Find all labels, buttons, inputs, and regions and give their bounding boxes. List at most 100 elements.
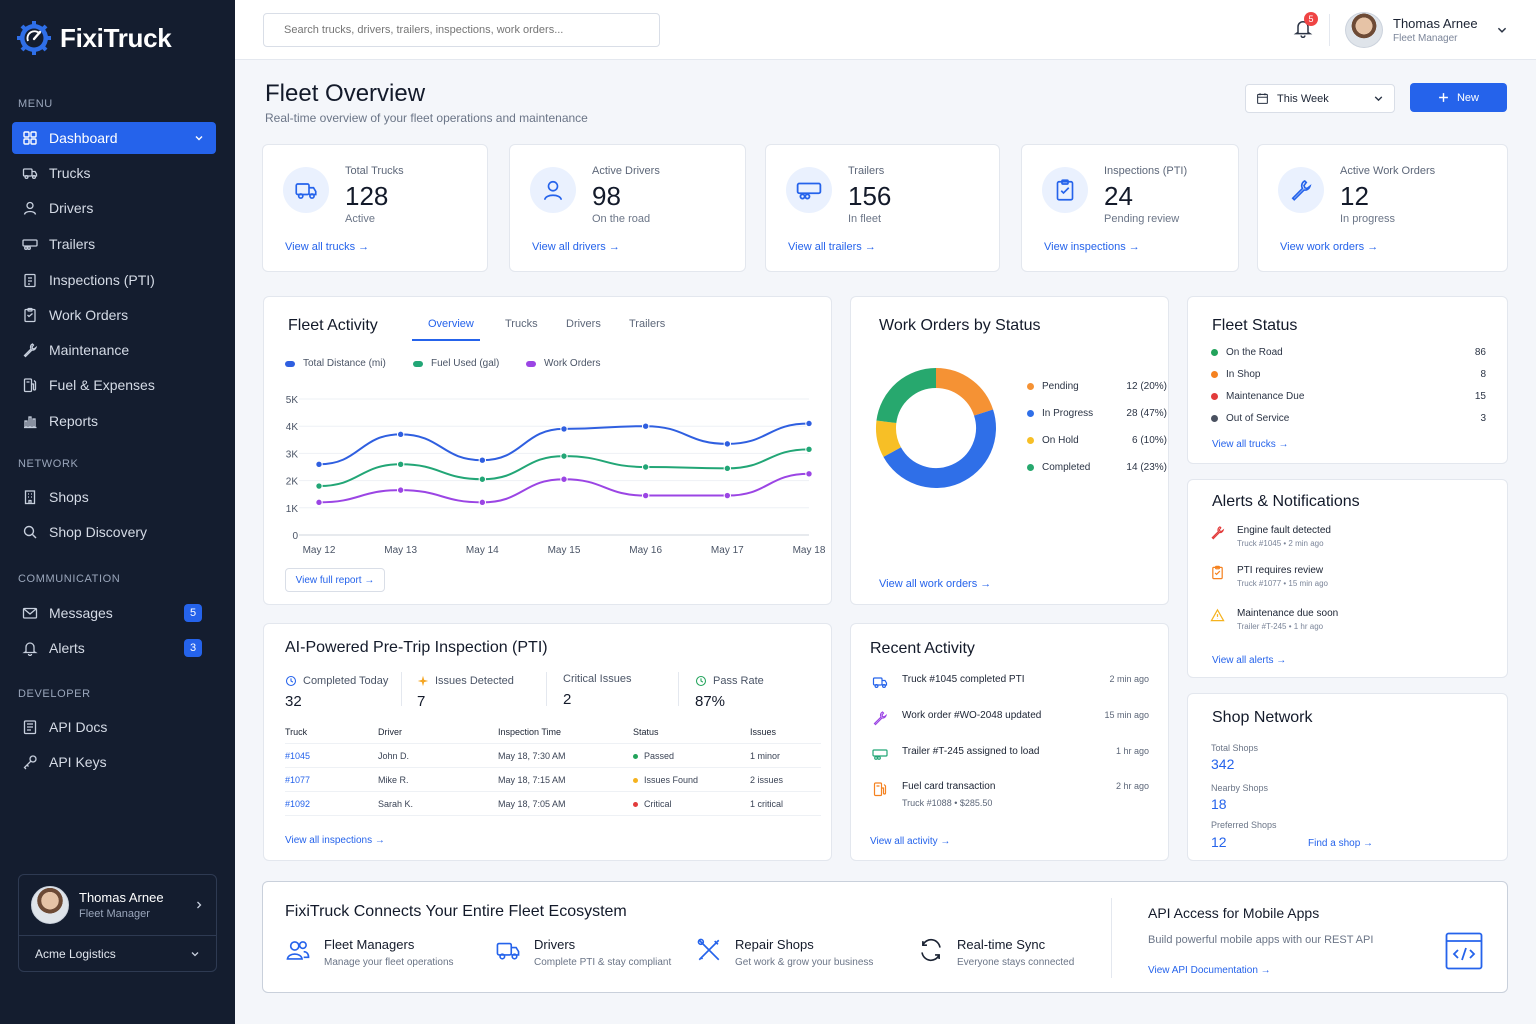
truck-link[interactable]: #1077 bbox=[285, 774, 311, 785]
data-point bbox=[478, 475, 487, 483]
sidebar-item-label: Alerts bbox=[49, 640, 85, 656]
link-label: View all work orders bbox=[879, 578, 978, 590]
truck-icon bbox=[22, 168, 38, 180]
link-label: View work orders bbox=[1280, 241, 1365, 253]
view-all-alerts-link[interactable]: View all alerts → bbox=[1212, 655, 1286, 666]
data-point bbox=[478, 456, 487, 464]
status-label: Issues Found bbox=[644, 774, 699, 785]
new-button[interactable]: New bbox=[1410, 83, 1507, 112]
activity-item[interactable]: Work order #WO-2048 updated 15 min ago bbox=[871, 710, 1149, 726]
view-work-orders-link[interactable]: View work orders → bbox=[1280, 241, 1378, 253]
link-label: View inspections bbox=[1044, 241, 1126, 253]
notifications-count-badge: 5 bbox=[1304, 12, 1318, 26]
truck-link[interactable]: #1045 bbox=[285, 750, 311, 761]
divider bbox=[546, 672, 547, 706]
ecosystem-title: FixiTruck Connects Your Entire Fleet Eco… bbox=[285, 903, 627, 920]
stat-card-trailers: Trailers 156 In fleet View all trailers … bbox=[765, 144, 1000, 272]
x-tick-label: May 14 bbox=[466, 545, 499, 556]
sidebar-item-maintenance[interactable]: Maintenance bbox=[12, 334, 216, 366]
legend-label: In Progress bbox=[1042, 408, 1094, 419]
sidebar-user-profile[interactable]: Thomas Arnee Fleet Manager bbox=[19, 875, 216, 936]
work-orders-status-card: Work Orders by Status Pending 12 (20%) In… bbox=[850, 296, 1169, 605]
data-point bbox=[723, 440, 732, 448]
total-shops-value: 342 bbox=[1211, 756, 1235, 772]
sidebar-item-drivers[interactable]: Drivers bbox=[12, 192, 216, 224]
stat-card-trucks: Total Trucks 128 Active View all trucks … bbox=[262, 144, 488, 272]
logo[interactable]: FixiTruck bbox=[16, 20, 172, 56]
legend-swatch bbox=[1027, 437, 1034, 444]
alert-item[interactable]: Maintenance due soon Trailer #T-245 • 1 h… bbox=[1210, 608, 1338, 631]
alert-item[interactable]: PTI requires review Truck #1077 • 15 min … bbox=[1210, 565, 1328, 588]
tab-drivers[interactable]: Drivers bbox=[566, 318, 601, 330]
pti-metric: Completed Today 32 bbox=[285, 675, 388, 710]
activity-item[interactable]: Fuel card transaction Truck #1088 • $285.… bbox=[871, 781, 1149, 808]
sidebar-item-dashboard[interactable]: Dashboard bbox=[12, 122, 216, 154]
view-all-trailers-link[interactable]: View all trailers → bbox=[788, 241, 876, 253]
find-a-shop-link[interactable]: Find a shop → bbox=[1308, 838, 1373, 849]
data-point bbox=[315, 460, 323, 468]
alert-title: Maintenance due soon bbox=[1237, 608, 1339, 619]
card-title: Work Orders by Status bbox=[879, 317, 1041, 334]
tab-trailers[interactable]: Trailers bbox=[629, 318, 666, 330]
sidebar-item-trucks[interactable]: Trucks bbox=[12, 157, 216, 189]
stat-sub: On the road bbox=[592, 213, 651, 225]
legend-label: Work Orders bbox=[544, 358, 601, 369]
status-value: 3 bbox=[1480, 413, 1486, 424]
legend-value: 12 (20%) bbox=[1126, 381, 1167, 392]
legend-value: 6 (10%) bbox=[1131, 435, 1167, 446]
organization-select[interactable]: Acme Logistics bbox=[19, 936, 216, 972]
sidebar-item-trailers[interactable]: Trailers bbox=[12, 228, 216, 260]
view-all-work-orders-link[interactable]: View all work orders → bbox=[879, 578, 991, 590]
view-all-inspections-link[interactable]: View all inspections → bbox=[285, 835, 385, 846]
link-label: View all trucks bbox=[285, 241, 356, 253]
sidebar-user-card: Thomas Arnee Fleet Manager Acme Logistic… bbox=[18, 874, 217, 972]
sidebar-item-api-docs[interactable]: API Docs bbox=[12, 711, 216, 743]
user-menu[interactable]: Thomas Arnee Fleet Manager bbox=[1345, 12, 1508, 48]
sidebar-item-inspections[interactable]: Inspections (PTI) bbox=[12, 264, 216, 296]
sidebar-item-shop-discovery[interactable]: Shop Discovery bbox=[12, 516, 216, 548]
table-row[interactable]: #1045 John D. May 18, 7:30 AM Passed 1 m… bbox=[285, 744, 821, 768]
sidebar-item-shops[interactable]: Shops bbox=[12, 481, 216, 513]
table-row[interactable]: #1092 Sarah K. May 18, 7:05 AM Critical … bbox=[285, 792, 821, 816]
view-inspections-link[interactable]: View inspections → bbox=[1044, 241, 1140, 253]
tab-overview[interactable]: Overview bbox=[428, 318, 474, 330]
stat-card-work-orders: Active Work Orders 12 In progress View w… bbox=[1257, 144, 1508, 272]
truck-link[interactable]: #1092 bbox=[285, 798, 311, 809]
table-row[interactable]: #1077 Mike R. May 18, 7:15 AM Issues Fou… bbox=[285, 768, 821, 792]
user-icon bbox=[23, 201, 37, 215]
search-input[interactable] bbox=[263, 13, 660, 47]
sidebar-item-messages[interactable]: Messages 5 bbox=[12, 597, 216, 629]
sidebar-item-fuel[interactable]: Fuel & Expenses bbox=[12, 369, 216, 401]
legend-label: Completed bbox=[1042, 462, 1091, 473]
activity-item[interactable]: Trailer #T-245 assigned to load 1 hr ago bbox=[871, 746, 1149, 762]
alerts-count-badge: 3 bbox=[184, 639, 202, 657]
key-icon bbox=[23, 755, 37, 770]
view-all-trucks-link[interactable]: View all trucks → bbox=[285, 241, 369, 253]
arrow-right-icon: → bbox=[608, 241, 620, 253]
legend-swatch bbox=[1027, 464, 1034, 471]
tools-icon bbox=[697, 938, 720, 961]
tab-trucks[interactable]: Trucks bbox=[505, 318, 538, 330]
data-point bbox=[396, 460, 405, 468]
page-title: Fleet Overview bbox=[265, 80, 426, 107]
new-button-label: New bbox=[1456, 91, 1479, 104]
view-all-activity-link[interactable]: View all activity → bbox=[870, 836, 950, 847]
alert-item[interactable]: Engine fault detected Truck #1045 • 2 min… bbox=[1210, 525, 1331, 548]
sidebar-item-reports[interactable]: Reports bbox=[12, 405, 216, 437]
notifications-button[interactable]: 5 bbox=[1293, 12, 1318, 38]
stat-card-inspections: Inspections (PTI) 24 Pending review View… bbox=[1021, 144, 1239, 272]
data-point bbox=[723, 491, 732, 500]
view-api-documentation-link[interactable]: View API Documentation → bbox=[1148, 965, 1271, 976]
view-all-trucks-link[interactable]: View all trucks → bbox=[1212, 439, 1289, 450]
avatar bbox=[31, 886, 69, 924]
link-label: View all drivers bbox=[532, 241, 606, 253]
date-range-select[interactable]: This Week bbox=[1245, 84, 1395, 113]
sidebar-item-api-keys[interactable]: API Keys bbox=[12, 746, 216, 778]
sidebar-item-work-orders[interactable]: Work Orders bbox=[12, 299, 216, 331]
legend-swatch bbox=[526, 360, 536, 367]
sidebar-item-alerts[interactable]: Alerts 3 bbox=[12, 632, 216, 664]
sidebar-item-label: Drivers bbox=[49, 200, 94, 216]
view-all-drivers-link[interactable]: View all drivers → bbox=[532, 241, 620, 253]
view-full-report-button[interactable]: View full report → bbox=[285, 568, 385, 592]
activity-item[interactable]: Truck #1045 completed PTI 2 min ago bbox=[871, 674, 1149, 690]
